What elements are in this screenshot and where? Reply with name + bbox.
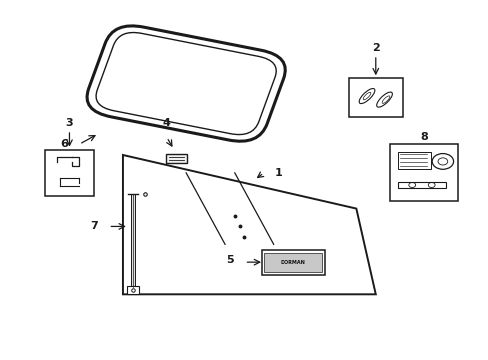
Text: 3: 3 (65, 118, 73, 128)
FancyBboxPatch shape (389, 144, 458, 202)
Text: 8: 8 (420, 132, 427, 142)
Text: 7: 7 (90, 221, 98, 231)
FancyBboxPatch shape (130, 194, 134, 287)
FancyBboxPatch shape (45, 150, 94, 196)
FancyBboxPatch shape (126, 287, 138, 294)
FancyBboxPatch shape (264, 252, 321, 272)
Text: 5: 5 (225, 255, 233, 265)
Text: 4: 4 (163, 118, 170, 128)
Text: 2: 2 (371, 43, 379, 53)
FancyBboxPatch shape (261, 249, 324, 275)
FancyBboxPatch shape (348, 78, 402, 117)
FancyBboxPatch shape (165, 154, 187, 163)
Text: 6: 6 (61, 139, 68, 149)
Text: DORMAN: DORMAN (280, 260, 305, 265)
Text: 1: 1 (274, 168, 282, 178)
